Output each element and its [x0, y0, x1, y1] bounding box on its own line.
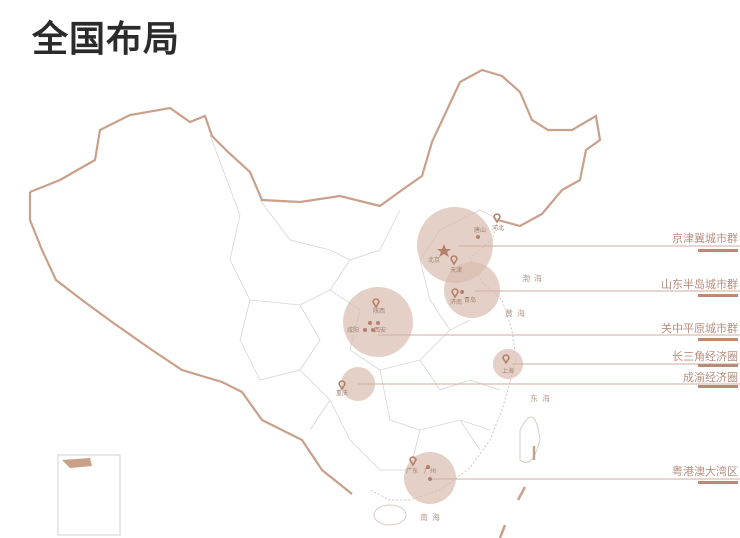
label-shandong[interactable]: 山东半岛城市群 [661, 277, 738, 291]
map-pin-icon [372, 298, 380, 309]
label-bars [698, 249, 738, 484]
city-label: 北京 [428, 256, 440, 264]
south-sea-inset [57, 454, 121, 536]
sea-bohai: 渤海 [522, 273, 546, 283]
circle-yangtze[interactable] [493, 349, 523, 379]
map-pin-icon [338, 380, 346, 391]
label-guanzhong[interactable]: 关中平原城市群 [661, 321, 738, 335]
star-icon [437, 244, 451, 257]
city-label: 广东 [406, 467, 418, 475]
city-label: 上海 [502, 367, 514, 375]
city-label: 河北 [492, 224, 504, 232]
city-dot [476, 235, 480, 239]
city-label: 天津 [450, 267, 462, 274]
city-dot [376, 321, 380, 325]
map-pin-icon [450, 255, 458, 266]
inset-land [62, 458, 92, 468]
hainan-island [373, 504, 407, 526]
sea-borders [498, 446, 536, 538]
city-dot [460, 290, 464, 294]
map-pin-icon [502, 354, 510, 365]
label-jingjinji[interactable]: 京津冀城市群 [672, 231, 738, 245]
leader-lines [358, 245, 740, 480]
sea-south: 南海 [420, 512, 444, 522]
city-dot [363, 328, 367, 332]
city-dot [371, 328, 375, 332]
southwest-border [28, 192, 353, 495]
map-pin-icon [493, 213, 501, 224]
page-title: 全国布局 [32, 19, 181, 60]
city-label: 青岛 [464, 296, 476, 304]
city-label: 咸阳 [347, 326, 359, 334]
taiwan-island [519, 416, 541, 463]
city-dot [368, 321, 372, 325]
label-yangtze[interactable]: 长三角经济圈 [672, 349, 738, 363]
city-label: 陕西 [373, 307, 385, 315]
city-label: 唐山 [474, 226, 486, 234]
city-label: 济南 [450, 298, 462, 306]
label-gba[interactable]: 粤港澳大湾区 [672, 464, 738, 478]
circle-shandong[interactable] [444, 262, 500, 318]
label-chengyu[interactable]: 成渝经济圈 [683, 370, 738, 384]
china-border [29, 68, 602, 228]
sea-east: 东海 [530, 393, 554, 403]
city-label: 广州 [424, 467, 436, 475]
city-dot [428, 477, 432, 481]
city-dot [426, 465, 430, 469]
map-pin-icon [409, 456, 417, 467]
city-label: 重庆 [336, 389, 348, 397]
map-pin-icon [451, 288, 459, 299]
sea-yellow: 黄海 [505, 308, 529, 318]
city-label: 西安 [374, 326, 386, 334]
